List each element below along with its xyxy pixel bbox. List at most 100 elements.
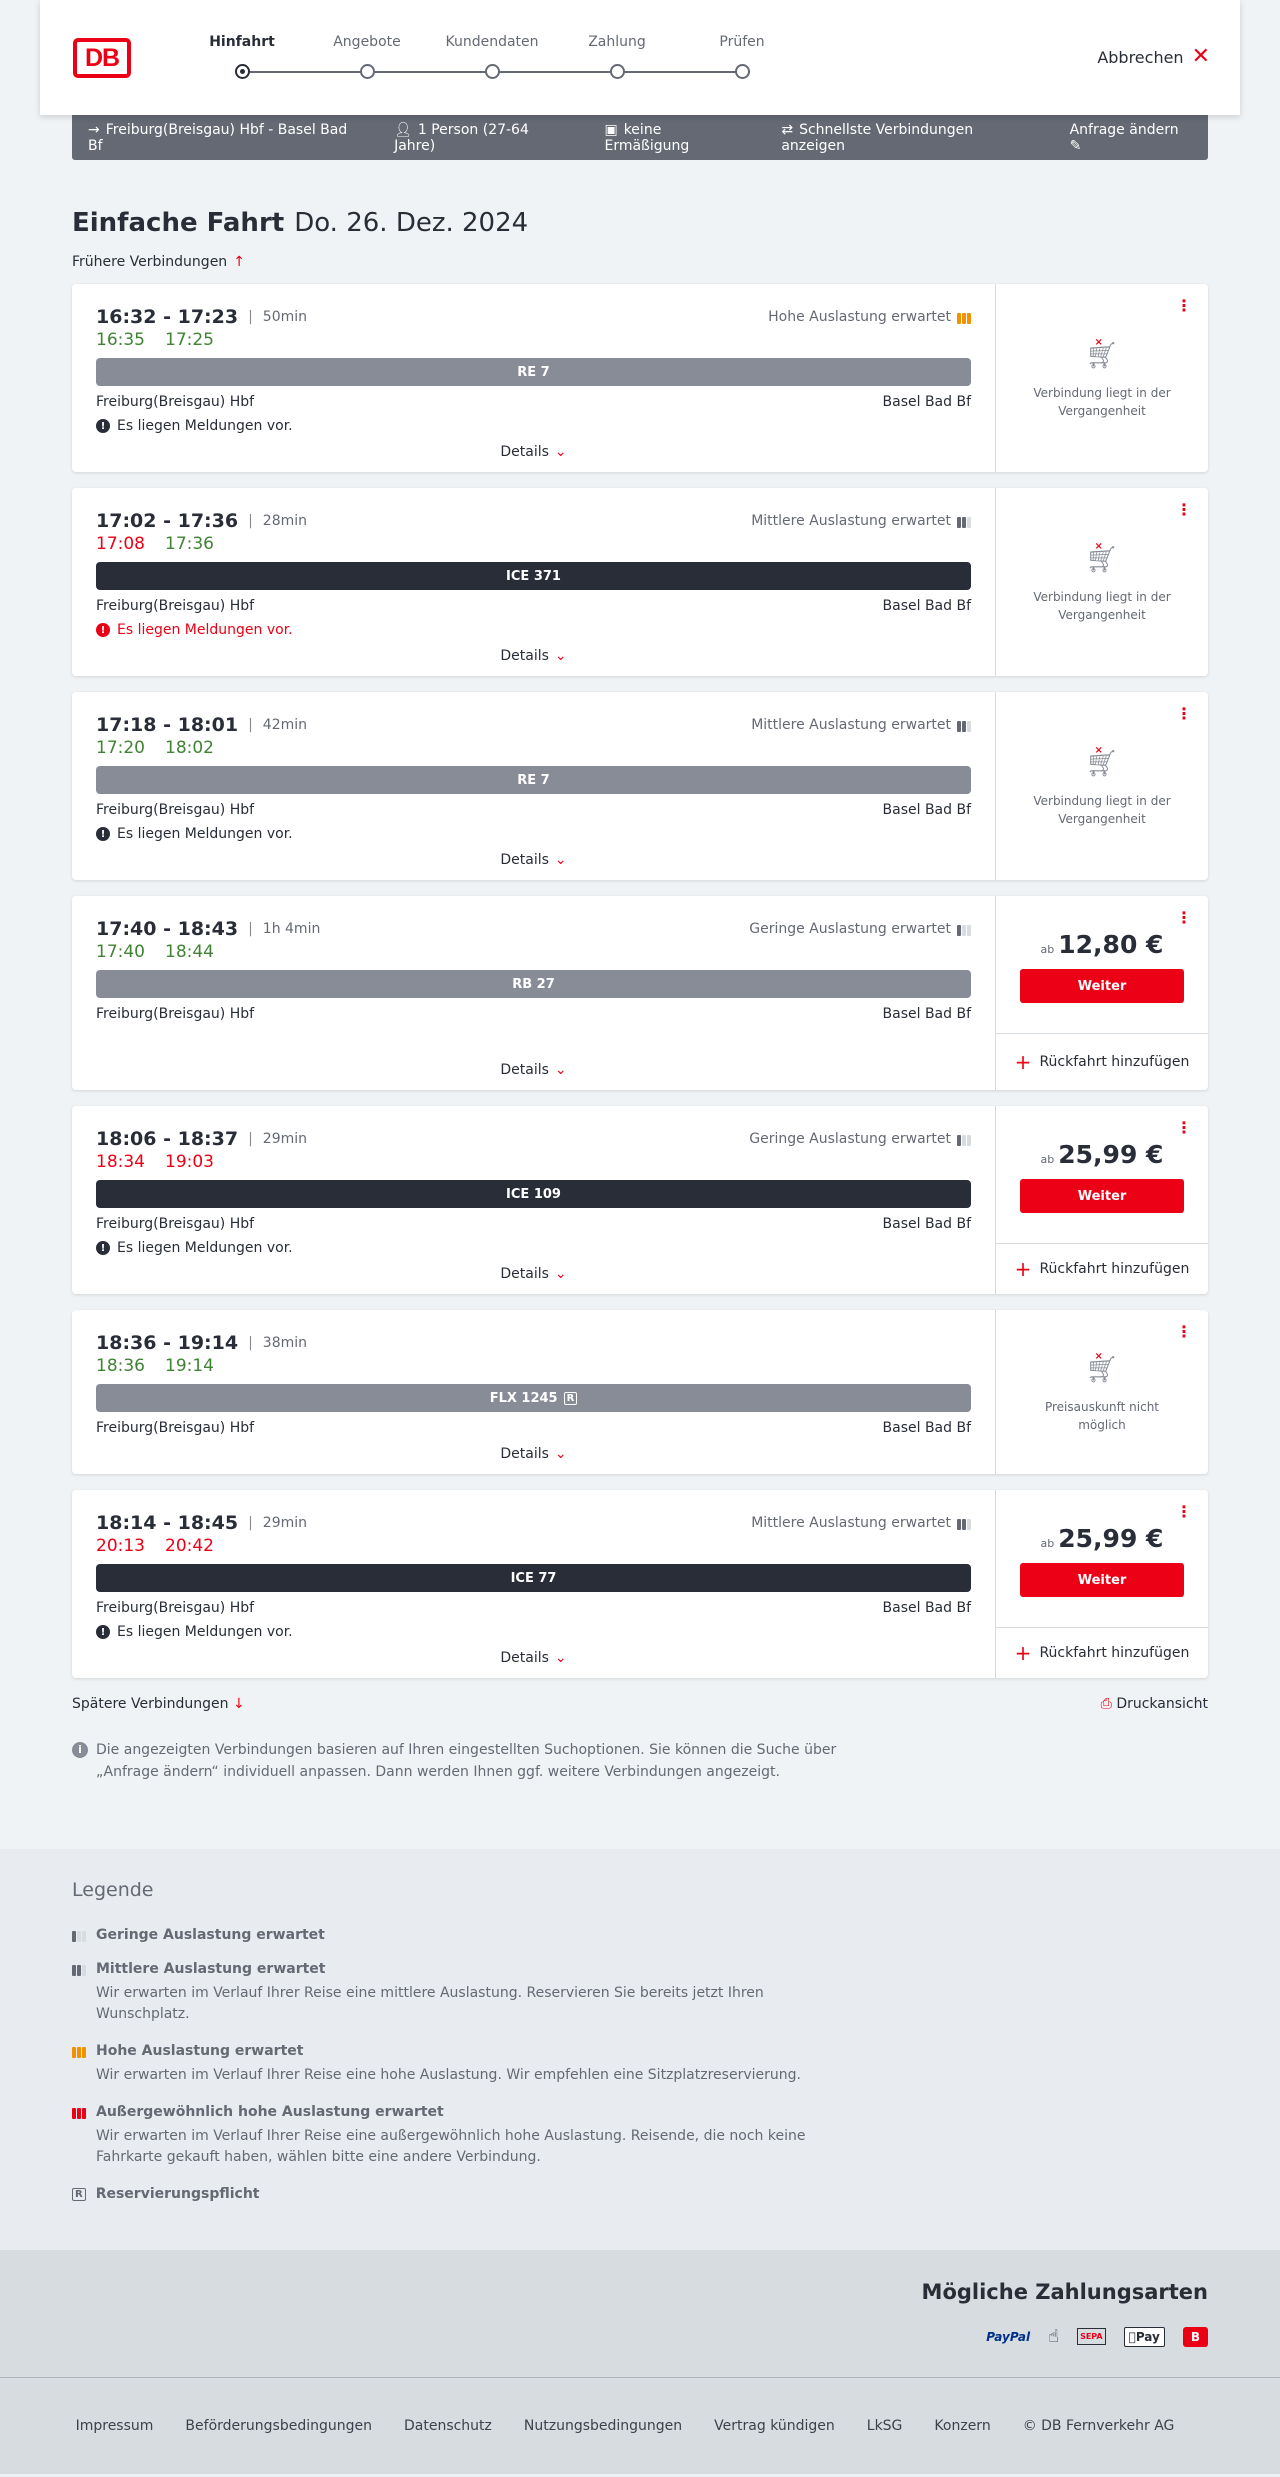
footer-link[interactable]: Nutzungsbedingungen [523, 2418, 683, 2435]
footer-link[interactable]: Konzern [934, 2418, 991, 2435]
price-prefix: ab [1040, 1153, 1055, 1166]
more-options-icon[interactable]: ⋮ [1176, 908, 1192, 927]
footer-link[interactable]: Impressum [75, 2418, 154, 2435]
price-value: 25,99 € [1058, 1524, 1164, 1553]
more-options-icon[interactable]: ⋮ [1176, 1118, 1192, 1137]
separator: | [248, 513, 253, 529]
message-text: Es liegen Meldungen vor. [117, 418, 293, 434]
x-mark: × [1094, 336, 1103, 348]
message-text: Es liegen Meldungen vor. [117, 1240, 293, 1256]
summary-route: → Freiburg(Breisgau) Hbf - Basel Bad Bf [88, 122, 360, 154]
load-bar [962, 1134, 966, 1146]
train-bar[interactable]: ICE 371 [96, 562, 971, 590]
footer-link[interactable]: LkSG [866, 2418, 903, 2435]
continue-button[interactable]: Weiter [1020, 1563, 1184, 1597]
origin-station: Freiburg(Breisgau) Hbf [96, 598, 255, 614]
offer-panel: ⋮ ab 25,99 € Weiter + Rückfahrt hinzufügen [995, 1490, 1208, 1678]
train-name: ICE 77 [510, 1570, 557, 1586]
duration: 28min [262, 513, 308, 529]
separator: | [248, 1335, 253, 1351]
passengers-text: 1 Person (27-64 Jahre) [394, 121, 529, 154]
bahn-bonus-icon: B [1182, 2326, 1208, 2347]
offer-panel: ⋮ ab 12,80 € Weiter + Rückfahrt hinzufügen [995, 896, 1208, 1090]
step-prüfen[interactable]: Prüfen [682, 34, 802, 79]
price: ab 25,99 € [1041, 1140, 1164, 1169]
offer-panel: ⋮ 🛒︎ × Preisauskunft nicht möglich [995, 1310, 1208, 1474]
time-row: 18:14 - 18:45 | 29min Mittlere Auslastung e… [96, 1512, 971, 1534]
load-label: Mittlere Auslastung erwartet [751, 717, 951, 733]
price-block: ab 25,99 € Weiter [996, 1490, 1208, 1627]
train-bar[interactable]: RE 7 [96, 358, 971, 386]
train-bar[interactable]: FLX 1245 R [96, 1384, 971, 1412]
offer-status: Verbindung liegt in der Vergangenheit [1033, 793, 1171, 826]
details-toggle[interactable]: Details ⌄ [96, 444, 971, 460]
footer-link[interactable]: Datenschutz [403, 2418, 492, 2435]
apple-pay-label: Pay [1135, 2329, 1160, 2344]
step-zahlung[interactable]: Zahlung [557, 34, 677, 79]
train-bar[interactable]: ICE 109 [96, 1180, 971, 1208]
step-hinfahrt[interactable]: Hinfahrt [182, 34, 302, 79]
details-toggle[interactable]: Details ⌄ [96, 1650, 971, 1666]
search-summary-bar: → Freiburg(Breisgau) Hbf - Basel Bad Bf 👤… [72, 115, 1208, 160]
price: ab 25,99 € [1041, 1524, 1164, 1553]
add-return-button[interactable]: + Rückfahrt hinzufügen [996, 1243, 1208, 1294]
destination-station: Basel Bad Bf [882, 1006, 971, 1022]
details-toggle[interactable]: Details ⌄ [96, 852, 971, 868]
add-return-button[interactable]: + Rückfahrt hinzufügen [996, 1033, 1208, 1090]
page-title: Einfache Fahrt Do. 26. Dez. 2024 [72, 208, 1208, 238]
step-label: Kundendaten [445, 34, 539, 50]
price-value: 25,99 € [1058, 1140, 1164, 1169]
add-return-button[interactable]: + Rückfahrt hinzufügen [996, 1627, 1208, 1678]
load-bar [967, 516, 971, 528]
chevron-down-icon: ⌄ [554, 1266, 567, 1282]
progress-steps: Hinfahrt Angebote Kundendaten Zahlung Prüfen [182, 34, 792, 84]
realtime-row: 17:40 18:44 [96, 942, 971, 962]
cancel-label: Abbrechen [1097, 47, 1184, 67]
cart-unavailable-icon: 🛒︎ × [1085, 336, 1119, 371]
more-options-icon[interactable]: ⋮ [1176, 1322, 1192, 1341]
footer-link[interactable]: Vertrag kündigen [714, 2418, 835, 2435]
load-bar [957, 1134, 961, 1146]
train-name: RE 7 [517, 364, 550, 380]
change-request-button[interactable]: Anfrage ändern ✎ [1070, 122, 1192, 154]
details-toggle[interactable]: Details ⌄ [96, 1446, 971, 1462]
train-bar[interactable]: RE 7 [96, 766, 971, 794]
print-label: Druckansicht [1116, 1696, 1208, 1712]
more-options-icon[interactable]: ⋮ [1176, 704, 1192, 723]
footer-link[interactable]: Beförderungsbedingungen [185, 2418, 372, 2435]
details-toggle[interactable]: Details ⌄ [96, 648, 971, 664]
origin-station: Freiburg(Breisgau) Hbf [96, 1420, 255, 1436]
more-options-icon[interactable]: ⋮ [1176, 1502, 1192, 1521]
continue-button[interactable]: Weiter [1020, 1179, 1184, 1213]
continue-button[interactable]: Weiter [1020, 969, 1184, 1003]
cart-unavailable-icon: 🛒︎ × [1085, 540, 1119, 575]
legend-description: Wir erwarten im Verlauf Ihrer Reise eine… [96, 1985, 764, 2023]
step-label: Hinfahrt [209, 34, 275, 50]
details-toggle[interactable]: Details ⌄ [96, 1266, 971, 1282]
step-angebote[interactable]: Angebote [307, 34, 427, 79]
realtime-arrival: 19:14 [165, 1356, 214, 1376]
earlier-connections-link[interactable]: Frühere Verbindungen ↑ [72, 254, 1208, 270]
load-bar [962, 312, 966, 324]
plus-icon: + [1014, 1050, 1032, 1074]
connection-card: 18:36 - 19:14 | 38min 18:36 19:14 FLX 1245 R Fr… [72, 1310, 1208, 1474]
alert-icon: ! [96, 1241, 110, 1255]
cart-unavailable-icon: 🛒︎ × [1085, 744, 1119, 779]
cancel-button[interactable]: Abbrechen ✕ [1097, 46, 1210, 68]
offer-panel: ⋮ ab 25,99 € Weiter + Rückfahrt hinzufügen [995, 1106, 1208, 1294]
load-bar [77, 2107, 81, 2119]
later-connections-link[interactable]: Spätere Verbindungen ↓ [72, 1696, 245, 1712]
destination-station: Basel Bad Bf [882, 394, 971, 410]
db-logo[interactable]: DB [73, 38, 131, 78]
price-prefix: ab [1040, 1537, 1055, 1550]
reservation-required-icon: R [563, 1391, 578, 1405]
step-kundendaten[interactable]: Kundendaten [432, 34, 552, 79]
train-bar[interactable]: ICE 77 [96, 1564, 971, 1592]
details-toggle[interactable]: Details ⌄ [96, 1062, 971, 1078]
more-options-icon[interactable]: ⋮ [1176, 296, 1192, 315]
more-options-icon[interactable]: ⋮ [1176, 500, 1192, 519]
bahncard-icon: ▣ [604, 121, 618, 138]
legend-item: Mittlere Auslastung erwartet Wir erwarten… [72, 1961, 1208, 2025]
train-bar[interactable]: RB 27 [96, 970, 971, 998]
print-view-link[interactable]: ⎙ Druckansicht [1101, 1696, 1208, 1712]
